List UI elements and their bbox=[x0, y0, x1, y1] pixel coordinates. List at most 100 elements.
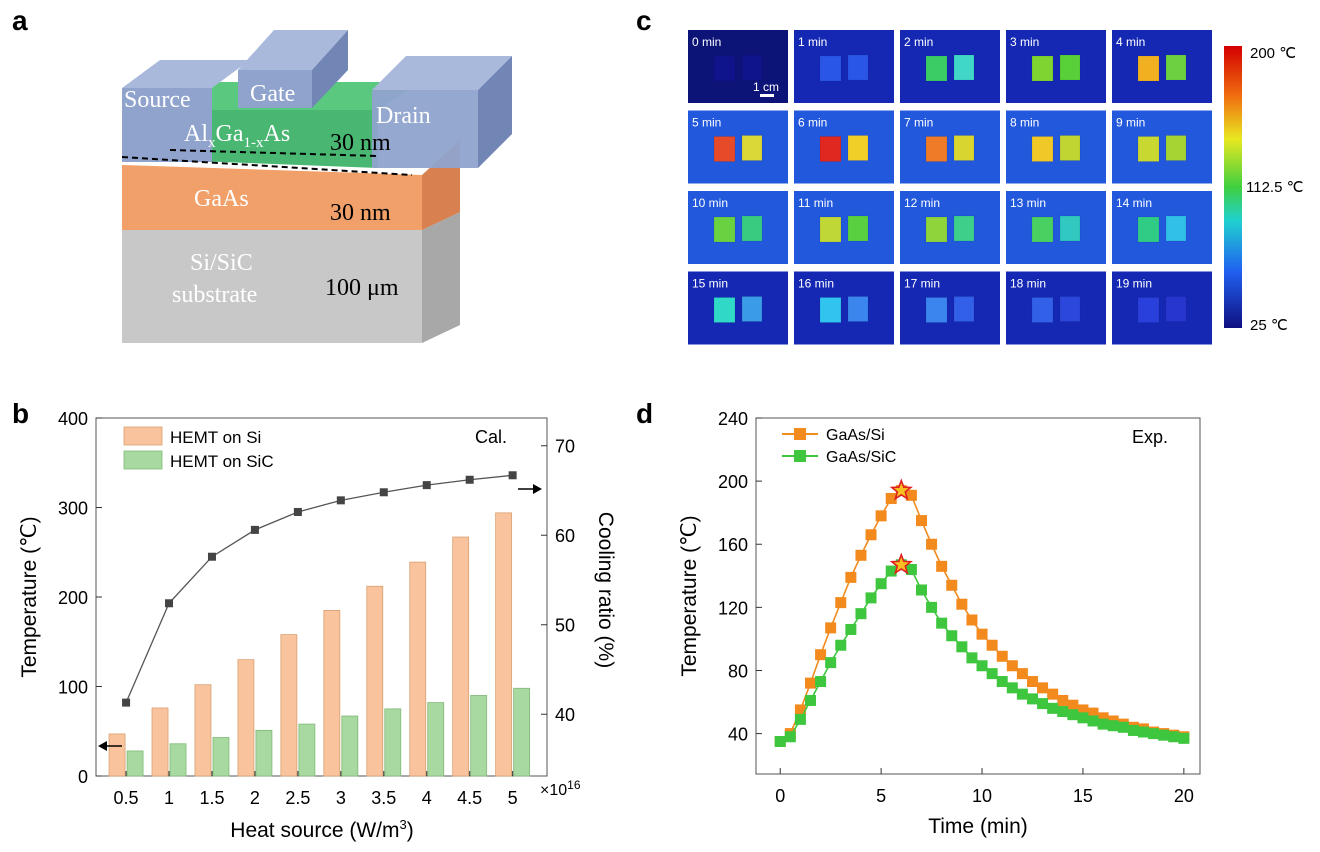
bar-hemt-si bbox=[452, 536, 470, 777]
bar-hemt-si bbox=[237, 659, 255, 777]
drain-contact-top bbox=[372, 56, 512, 90]
thermal-frame-bg bbox=[688, 271, 788, 345]
bar-hemt-sic bbox=[341, 715, 359, 777]
source-contact-top bbox=[122, 60, 250, 88]
thermal-frame-label: 16 min bbox=[798, 277, 834, 291]
point-gaas-sic bbox=[956, 641, 968, 653]
cooling-ratio-line bbox=[125, 474, 513, 703]
thermal-frame-label: 12 min bbox=[904, 196, 940, 210]
thermal-frame: 9 min bbox=[1112, 110, 1212, 184]
thermal-frame: 3 min bbox=[1006, 30, 1106, 103]
colorbar bbox=[1224, 46, 1242, 328]
point-gaas-sic bbox=[885, 565, 897, 577]
cooling-ratio-point bbox=[508, 471, 517, 480]
thermal-frame-bg bbox=[1006, 110, 1106, 184]
point-gaas-sic bbox=[966, 652, 978, 664]
point-gaas-si bbox=[1016, 668, 1028, 680]
gaas-si-sample bbox=[819, 216, 842, 243]
thermal-frame-bg bbox=[794, 110, 894, 184]
thermal-frame: 7 min bbox=[900, 110, 1000, 184]
bar-hemt-si bbox=[108, 733, 126, 777]
gaas-si-sample bbox=[1137, 297, 1160, 323]
x-tick-label: 4.5 bbox=[457, 788, 482, 808]
thermal-frame: 12 min bbox=[900, 191, 1000, 264]
panel-label-d: d bbox=[636, 398, 653, 429]
gaas-sic-sample bbox=[741, 215, 763, 242]
y-tick-label: 200 bbox=[58, 588, 88, 608]
point-gaas-sic bbox=[926, 601, 938, 613]
gaas-sic-sample bbox=[1165, 54, 1187, 81]
bar-hemt-sic bbox=[169, 743, 187, 777]
thermal-scale-bar: 1 cm bbox=[753, 80, 779, 97]
thermal-frame-label: 13 min bbox=[1010, 196, 1046, 210]
series-gaas-si-line bbox=[779, 489, 1184, 743]
channel-front bbox=[122, 165, 422, 230]
x-tick-label: 1 bbox=[164, 788, 174, 808]
point-gaas-sic bbox=[865, 592, 877, 604]
cooling-ratio-point bbox=[293, 507, 302, 516]
gaas-si-sample bbox=[1137, 136, 1160, 162]
gaas-si-sample bbox=[1031, 216, 1054, 243]
x-tick-label: 10 bbox=[972, 786, 992, 806]
legend-label-gaas-si: GaAs/Si bbox=[826, 427, 885, 444]
legend-swatch-sic bbox=[123, 450, 163, 470]
point-gaas-si bbox=[794, 704, 806, 716]
point-gaas-sic bbox=[1047, 702, 1059, 714]
point-gaas-si bbox=[915, 515, 927, 527]
thermal-frame: 16 min bbox=[794, 271, 894, 345]
point-gaas-si bbox=[825, 622, 837, 634]
gaas-sic-sample bbox=[953, 135, 975, 161]
y-tick-label: 0 bbox=[78, 767, 88, 787]
gaas-sic-sample bbox=[847, 54, 869, 81]
point-gaas-sic bbox=[1037, 698, 1049, 710]
thermal-frame: 1 min bbox=[794, 30, 894, 103]
thermal-frame-bg bbox=[688, 110, 788, 184]
gaas-sic-sample bbox=[1059, 215, 1081, 242]
thermal-frame-bg bbox=[1006, 30, 1106, 103]
substrate-side bbox=[422, 212, 460, 343]
drain-label: Drain bbox=[376, 103, 431, 129]
y2-tick-label: 50 bbox=[555, 616, 575, 636]
point-gaas-si bbox=[1057, 694, 1069, 706]
cooling-ratio-point bbox=[165, 599, 174, 608]
legend-marker-gaas-sic bbox=[794, 450, 806, 462]
gaas-si-sample bbox=[713, 136, 736, 162]
point-gaas-sic bbox=[1178, 732, 1190, 744]
point-gaas-si bbox=[815, 649, 827, 661]
device-schematic: Source Gate Drain AlxGa1-xAs 30 nm GaAs … bbox=[121, 30, 512, 343]
gaas-si-sample bbox=[713, 297, 736, 323]
point-gaas-sic bbox=[794, 713, 806, 725]
panel-label-a: a bbox=[12, 5, 28, 36]
thermal-frame-label: 2 min bbox=[904, 35, 933, 49]
gaas-sic-sample bbox=[1059, 54, 1081, 81]
peak-star-marker bbox=[889, 478, 913, 501]
point-gaas-si bbox=[1037, 682, 1049, 694]
bar-hemt-sic bbox=[427, 702, 445, 777]
point-gaas-sic bbox=[1137, 726, 1149, 738]
legend-label-si: HEMT on Si bbox=[170, 428, 261, 447]
y2-tick-label: 60 bbox=[555, 526, 575, 546]
point-gaas-sic bbox=[986, 668, 998, 680]
bar-hemt-sic bbox=[384, 708, 402, 777]
cooling-ratio-point bbox=[207, 552, 216, 561]
barrier-front bbox=[170, 110, 378, 168]
thermal-image-grid: 0 min 1 min 2 min 3 min 4 min 5 min 6 min 7 min… bbox=[688, 30, 1212, 345]
x-tick-label: 1.5 bbox=[199, 788, 224, 808]
thermal-frame-bg bbox=[688, 30, 788, 103]
gaas-si-sample bbox=[925, 136, 948, 162]
gate-contact-top bbox=[238, 30, 348, 70]
point-gaas-sic bbox=[815, 676, 827, 688]
thermal-frame: 4 min bbox=[1112, 30, 1212, 103]
point-gaas-sic bbox=[1087, 715, 1099, 727]
point-gaas-sic bbox=[1026, 693, 1038, 705]
chart-d-annotation: Exp. bbox=[1132, 427, 1168, 447]
legend-marker-gaas-si bbox=[794, 428, 806, 440]
point-gaas-si bbox=[1006, 660, 1018, 672]
gaas-si-sample bbox=[819, 55, 842, 82]
source-label: Source bbox=[124, 87, 191, 113]
colorbar-max-label: 200 ℃ bbox=[1250, 45, 1296, 62]
thermal-frame-bg bbox=[1112, 271, 1212, 345]
point-gaas-si bbox=[946, 579, 958, 591]
channel-thickness: 30 nm bbox=[330, 200, 391, 226]
point-gaas-si bbox=[1097, 712, 1109, 724]
